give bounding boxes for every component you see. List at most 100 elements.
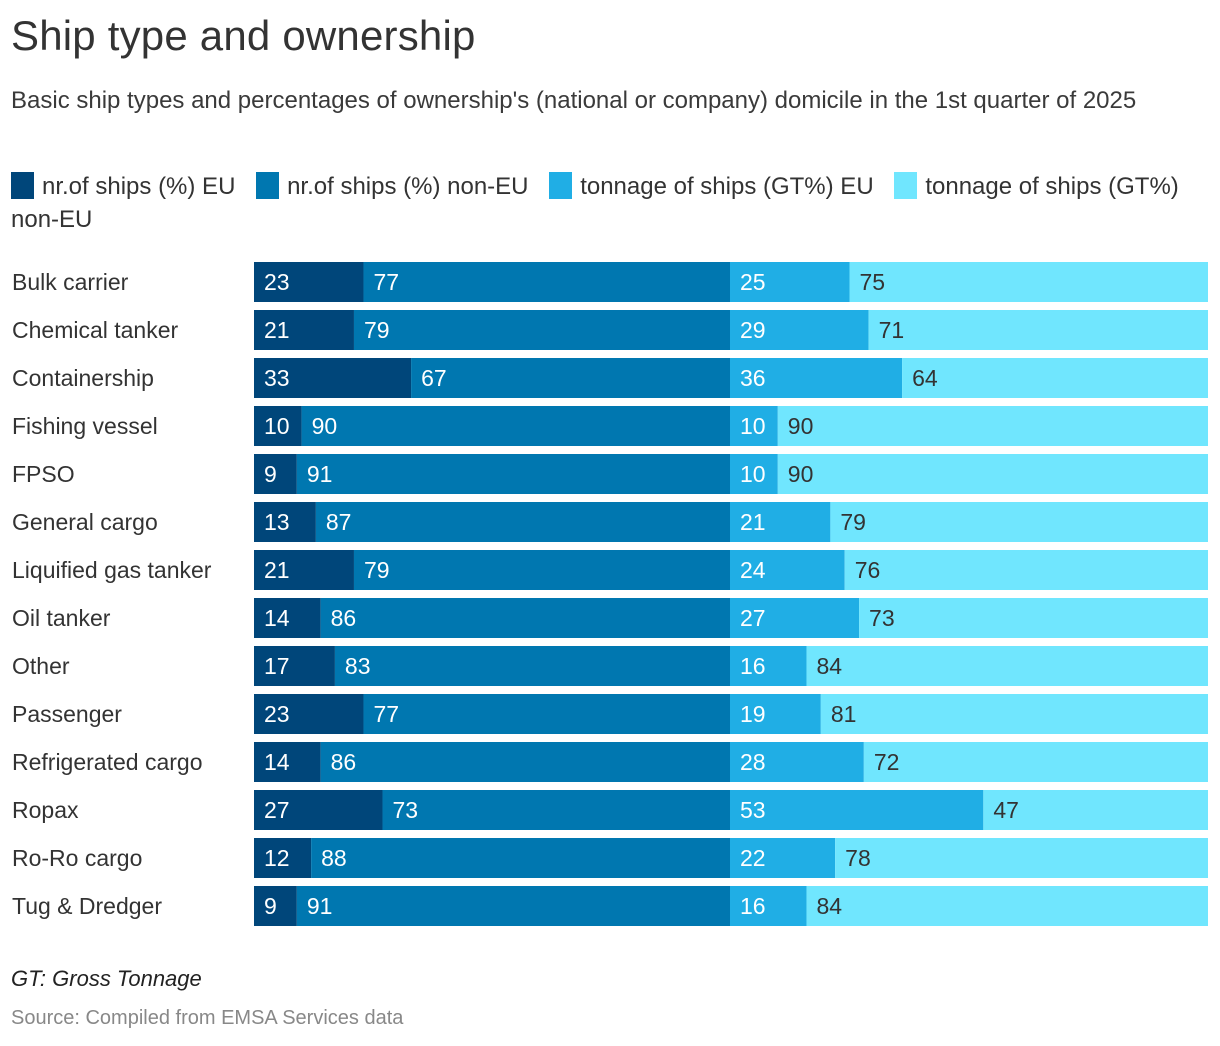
bar-segment-tonnage-eu[interactable]	[730, 790, 984, 830]
bar-segment-ships-eu[interactable]	[254, 262, 364, 302]
bar-segment-ships-non-eu[interactable]	[315, 502, 730, 542]
bar-row: Tug & Dredger 9 91 16 84	[12, 886, 1208, 926]
bar-row: Refrigerated cargo 14 86 28 72	[12, 742, 1208, 782]
bar-segment-tonnage-eu[interactable]	[730, 646, 807, 686]
bar-segment-ships-non-eu[interactable]	[296, 454, 730, 494]
data-label: 27	[740, 605, 766, 631]
data-label: 14	[264, 749, 290, 775]
data-label: 81	[831, 701, 857, 727]
bar-segment-ships-non-eu[interactable]	[296, 886, 730, 926]
data-label: 47	[993, 797, 1019, 823]
legend-label: nr.of ships (%) non-EU	[287, 173, 529, 200]
bar-segment-tonnage-non-eu[interactable]	[777, 406, 1208, 446]
data-label: 19	[740, 701, 766, 727]
category-label: Liquified gas tanker	[12, 557, 212, 583]
bar-segment-tonnage-eu[interactable]	[730, 454, 778, 494]
data-label: 21	[264, 317, 290, 343]
data-label: 10	[740, 413, 766, 439]
bar-segment-tonnage-eu[interactable]	[730, 406, 778, 446]
data-label: 73	[393, 797, 419, 823]
chart-title: Ship type and ownership	[11, 12, 476, 59]
bar-segment-tonnage-non-eu[interactable]	[835, 838, 1208, 878]
bar-segment-tonnage-non-eu[interactable]	[777, 454, 1208, 494]
source-credit: Source: Compiled from EMSA Services data	[11, 1007, 404, 1029]
legend-swatch-tonnage-non-eu	[894, 172, 918, 199]
data-label: 64	[912, 365, 938, 391]
data-label: 90	[788, 413, 814, 439]
data-label: 86	[331, 749, 357, 775]
bar-segment-tonnage-non-eu[interactable]	[806, 646, 1208, 686]
bar-segment-ships-non-eu[interactable]	[320, 598, 730, 638]
bar-segment-ships-non-eu[interactable]	[363, 694, 730, 734]
bar-segment-tonnage-eu[interactable]	[730, 838, 836, 878]
bar-segment-tonnage-eu[interactable]	[730, 262, 850, 302]
bar-segment-tonnage-non-eu[interactable]	[868, 310, 1208, 350]
data-label: 79	[840, 509, 866, 535]
data-label: 27	[264, 797, 290, 823]
bar-segment-tonnage-eu[interactable]	[730, 310, 869, 350]
bar-segment-ships-non-eu[interactable]	[334, 646, 730, 686]
bar-segment-ships-eu[interactable]	[254, 358, 412, 398]
bar-segment-tonnage-eu[interactable]	[730, 550, 845, 590]
bar-segment-ships-non-eu[interactable]	[353, 550, 730, 590]
data-label: 25	[740, 269, 766, 295]
legend-item-ships-non-eu[interactable]: nr.of ships (%) non-EU	[256, 172, 535, 200]
bar-segment-ships-non-eu[interactable]	[353, 310, 730, 350]
bar-segment-tonnage-non-eu[interactable]	[830, 502, 1208, 542]
bar-segment-ships-non-eu[interactable]	[363, 262, 730, 302]
category-label: Containership	[12, 365, 154, 391]
data-label: 90	[788, 461, 814, 487]
category-label: Other	[12, 653, 70, 679]
bar-segment-tonnage-non-eu[interactable]	[859, 598, 1208, 638]
bar-segment-tonnage-non-eu[interactable]	[820, 694, 1208, 734]
bar-segment-ships-eu[interactable]	[254, 742, 321, 782]
bar-segment-tonnage-eu[interactable]	[730, 502, 831, 542]
legend-swatch-tonnage-eu	[549, 172, 573, 199]
bar-segment-tonnage-non-eu[interactable]	[806, 886, 1208, 926]
bar-segment-ships-eu[interactable]	[254, 598, 321, 638]
data-label: 36	[740, 365, 766, 391]
bar-row: Ro-Ro cargo 12 88 22 78	[12, 838, 1208, 878]
data-label: 77	[373, 701, 399, 727]
bar-segment-tonnage-non-eu[interactable]	[863, 742, 1208, 782]
bar-segment-tonnage-non-eu[interactable]	[844, 550, 1208, 590]
bar-segment-ships-non-eu[interactable]	[411, 358, 730, 398]
bar-segment-ships-eu[interactable]	[254, 502, 316, 542]
legend-item-tonnage-eu[interactable]: tonnage of ships (GT%) EU	[549, 172, 880, 200]
data-label: 75	[860, 269, 886, 295]
bar-segment-ships-eu[interactable]	[254, 646, 335, 686]
bar-segment-ships-eu[interactable]	[254, 886, 297, 926]
bar-segment-ships-eu[interactable]	[254, 454, 297, 494]
data-label: 23	[264, 269, 290, 295]
bar-segment-ships-eu[interactable]	[254, 838, 312, 878]
legend-label: nr.of ships (%) EU	[42, 173, 236, 200]
bar-segment-tonnage-eu[interactable]	[730, 598, 860, 638]
legend-item-tonnage-non-eu[interactable]: tonnage of ships (GT%) non-EU	[11, 172, 1179, 233]
data-label: 16	[740, 893, 766, 919]
bar-segment-tonnage-non-eu[interactable]	[902, 358, 1208, 398]
category-label: General cargo	[12, 509, 158, 535]
category-label: Ro-Ro cargo	[12, 845, 142, 871]
data-label: 91	[307, 461, 333, 487]
bar-segment-ships-eu[interactable]	[254, 550, 354, 590]
bar-row: Chemical tanker 21 79 29 71	[12, 310, 1208, 350]
data-label: 83	[345, 653, 371, 679]
bar-segment-ships-non-eu[interactable]	[320, 742, 730, 782]
bar-segment-ships-eu[interactable]	[254, 790, 383, 830]
bar-segment-tonnage-non-eu[interactable]	[983, 790, 1208, 830]
bar-segment-ships-eu[interactable]	[254, 406, 302, 446]
bar-segment-ships-eu[interactable]	[254, 694, 364, 734]
bar-segment-ships-non-eu[interactable]	[301, 406, 730, 446]
data-label: 24	[740, 557, 766, 583]
data-label: 67	[421, 365, 447, 391]
bar-segment-ships-eu[interactable]	[254, 310, 354, 350]
bar-segment-tonnage-eu[interactable]	[730, 358, 903, 398]
bar-segment-tonnage-eu[interactable]	[730, 886, 807, 926]
bar-segment-tonnage-eu[interactable]	[730, 694, 821, 734]
bar-segment-ships-non-eu[interactable]	[382, 790, 730, 830]
bar-segment-tonnage-eu[interactable]	[730, 742, 864, 782]
category-label: Tug & Dredger	[12, 893, 162, 919]
bar-segment-ships-non-eu[interactable]	[311, 838, 730, 878]
bar-segment-tonnage-non-eu[interactable]	[849, 262, 1209, 302]
legend-item-ships-eu[interactable]: nr.of ships (%) EU	[11, 172, 242, 200]
